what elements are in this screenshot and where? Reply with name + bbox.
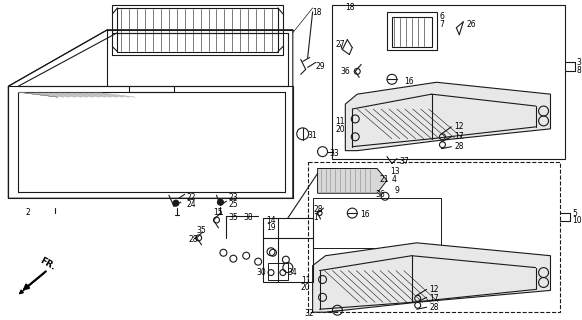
Bar <box>313 198 442 248</box>
Text: 28: 28 <box>430 303 439 312</box>
Text: 13: 13 <box>390 166 400 175</box>
Text: 28: 28 <box>455 142 464 151</box>
Text: 8: 8 <box>576 67 581 76</box>
Text: 4: 4 <box>392 175 397 184</box>
Text: 35: 35 <box>228 213 238 222</box>
Text: 17: 17 <box>455 132 464 141</box>
Text: 18: 18 <box>345 3 355 12</box>
Text: 2: 2 <box>25 208 30 217</box>
Text: 11: 11 <box>335 117 345 126</box>
Text: 21: 21 <box>379 175 389 184</box>
Text: 20: 20 <box>301 284 310 292</box>
Circle shape <box>218 199 223 205</box>
Text: 22: 22 <box>187 193 196 202</box>
Text: 26: 26 <box>466 20 476 29</box>
Text: 10: 10 <box>572 216 582 225</box>
Text: 31: 31 <box>308 131 317 140</box>
Text: 28: 28 <box>189 235 198 244</box>
Bar <box>392 17 432 47</box>
Text: 38: 38 <box>243 213 253 222</box>
Text: 28: 28 <box>314 205 323 214</box>
Text: 9: 9 <box>395 186 400 195</box>
Text: 37: 37 <box>400 156 410 165</box>
Text: 16: 16 <box>360 210 370 219</box>
Polygon shape <box>318 169 387 193</box>
Text: 32: 32 <box>305 309 314 318</box>
Text: 23: 23 <box>228 193 238 202</box>
Bar <box>263 218 313 283</box>
Text: 24: 24 <box>187 200 196 209</box>
Text: 36: 36 <box>340 68 350 76</box>
Text: 20: 20 <box>335 125 345 134</box>
Text: 29: 29 <box>315 62 325 71</box>
Text: 16: 16 <box>404 77 413 86</box>
Text: 15: 15 <box>214 208 223 217</box>
Bar <box>308 162 560 312</box>
Text: 1: 1 <box>314 213 318 222</box>
Text: 25: 25 <box>228 200 238 209</box>
Text: 35: 35 <box>197 226 207 235</box>
Bar <box>332 5 565 159</box>
Text: 7: 7 <box>439 20 445 29</box>
Text: 27: 27 <box>335 40 345 49</box>
Text: 5: 5 <box>572 209 577 218</box>
Text: 33: 33 <box>329 149 339 158</box>
Text: 3: 3 <box>576 59 581 68</box>
Text: 12: 12 <box>430 285 439 294</box>
Text: 19: 19 <box>266 223 276 232</box>
Text: 12: 12 <box>455 122 464 131</box>
Text: 30: 30 <box>256 268 266 276</box>
Circle shape <box>173 200 179 206</box>
Polygon shape <box>345 82 551 151</box>
Text: 34: 34 <box>288 268 297 276</box>
Text: 17: 17 <box>430 294 439 303</box>
Text: 36: 36 <box>375 190 385 199</box>
Polygon shape <box>313 243 551 312</box>
Text: 14: 14 <box>266 216 276 225</box>
Bar <box>268 263 288 281</box>
Text: 6: 6 <box>439 12 445 21</box>
Text: 11: 11 <box>301 276 310 284</box>
Text: 18: 18 <box>313 8 322 17</box>
Text: FR.: FR. <box>38 256 57 272</box>
